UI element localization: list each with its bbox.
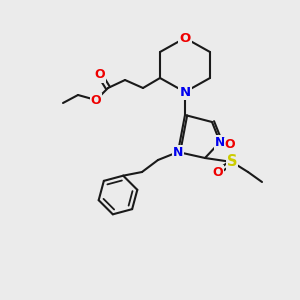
- Text: N: N: [179, 85, 191, 98]
- Text: N: N: [215, 136, 225, 148]
- Text: O: O: [91, 94, 101, 106]
- Text: O: O: [179, 32, 191, 44]
- Text: O: O: [95, 68, 105, 82]
- Text: S: S: [227, 154, 237, 169]
- Text: O: O: [213, 166, 223, 178]
- Text: N: N: [173, 146, 183, 158]
- Text: O: O: [225, 139, 235, 152]
